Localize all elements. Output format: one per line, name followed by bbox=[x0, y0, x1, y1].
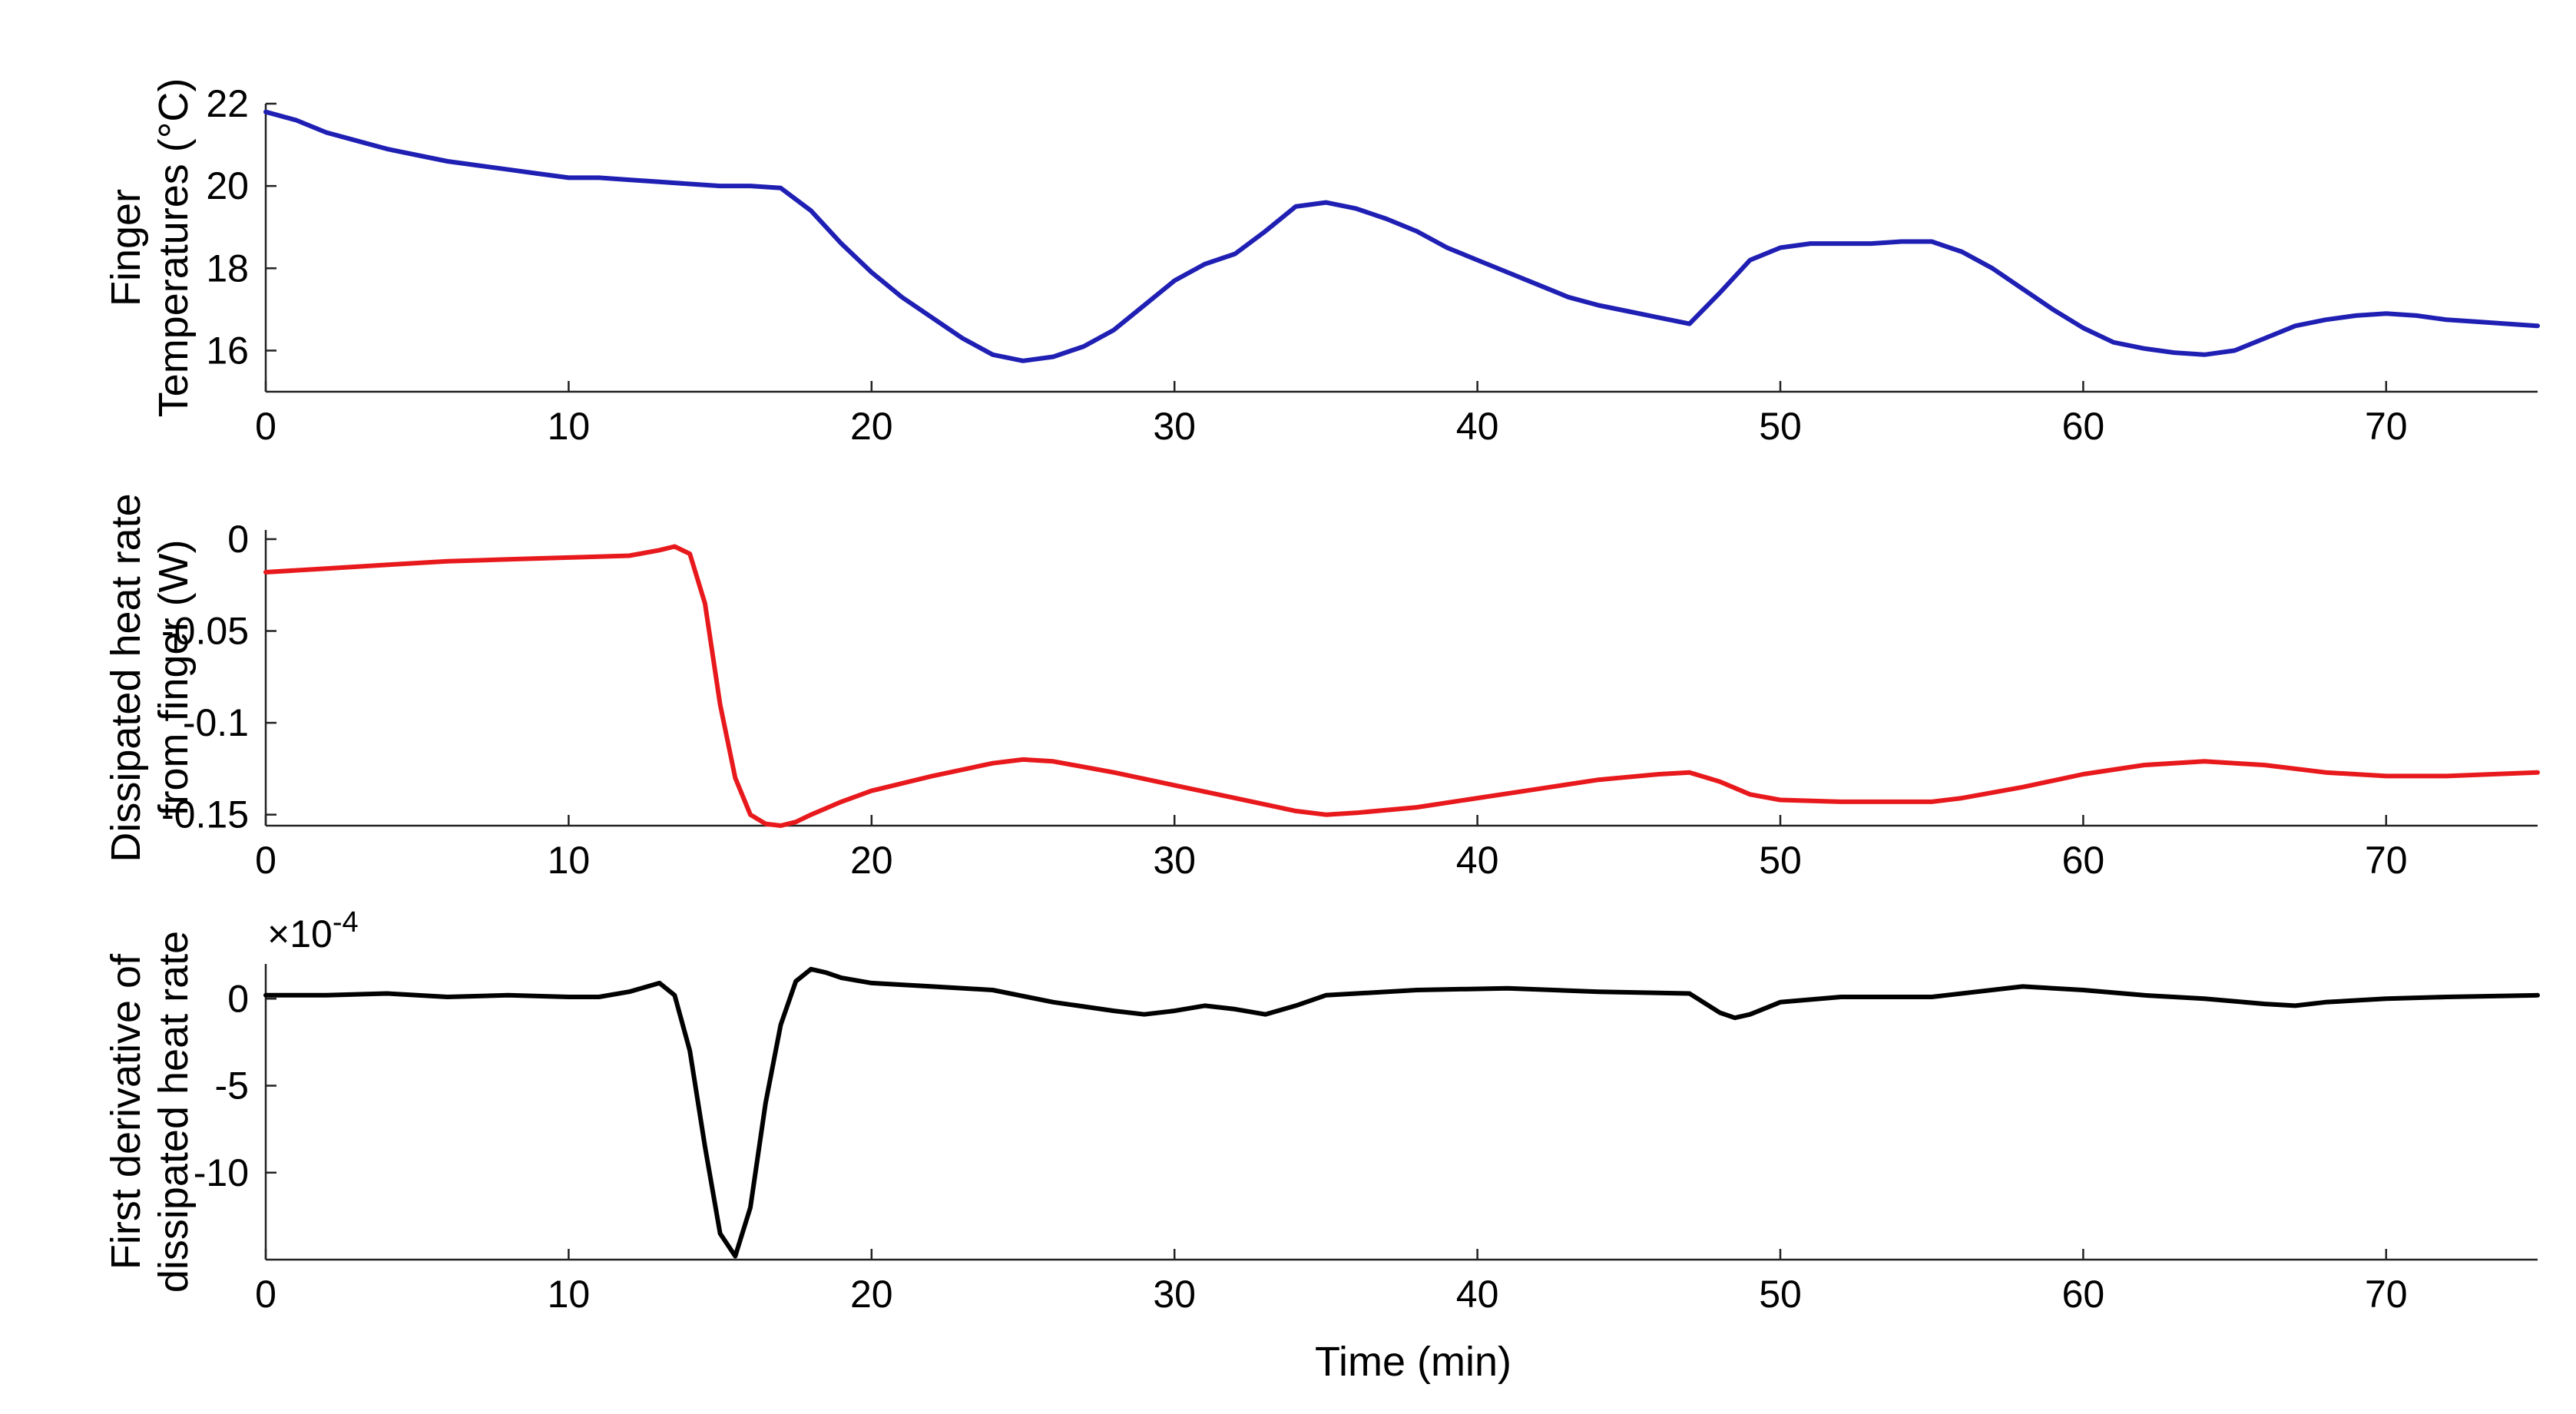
series-line bbox=[263, 109, 2540, 363]
y-axis-label: Dissipated heat ratefrom finger (W) bbox=[103, 493, 197, 862]
x-tick-label: 30 bbox=[1153, 839, 1196, 882]
exponent-power: -4 bbox=[333, 906, 359, 939]
y-tick-label: 16 bbox=[206, 329, 249, 372]
x-tick-label: 10 bbox=[548, 1273, 591, 1316]
y-axis-label-line: from finger (W) bbox=[151, 539, 197, 816]
x-tick-label: 60 bbox=[2062, 1273, 2105, 1316]
x-tick-label: 70 bbox=[2365, 1273, 2408, 1316]
exponent-base: ×10 bbox=[267, 912, 333, 955]
x-tick-label: 0 bbox=[255, 1273, 276, 1316]
x-tick-label: 20 bbox=[850, 839, 893, 882]
x-tick-label: 60 bbox=[2062, 839, 2105, 882]
x-tick-label: 40 bbox=[1456, 405, 1499, 448]
y-axis-label: FingerTemperatures (°C) bbox=[103, 78, 197, 418]
y-tick-label: -0.05 bbox=[161, 610, 249, 653]
x-tick-label: 0 bbox=[255, 405, 276, 448]
y-tick-label: -5 bbox=[215, 1065, 249, 1108]
x-tick-label: 10 bbox=[548, 839, 591, 882]
y-tick-label: 22 bbox=[206, 82, 249, 125]
x-tick-label: 30 bbox=[1153, 1273, 1196, 1316]
x-tick-label: 50 bbox=[1759, 405, 1802, 448]
y-axis-label-line: dissipated heat rate bbox=[151, 931, 197, 1293]
x-tick-label: 60 bbox=[2062, 405, 2105, 448]
y-tick-label: 0 bbox=[227, 518, 249, 561]
y-axis-label: First derivative ofdissipated heat rate bbox=[103, 931, 197, 1293]
x-tick-label: 30 bbox=[1153, 405, 1196, 448]
x-tick-label: 70 bbox=[2365, 405, 2408, 448]
x-tick-label: 50 bbox=[1759, 839, 1802, 882]
x-axis-label: Time (min) bbox=[1315, 1339, 1511, 1385]
y-axis-label-line: Dissipated heat rate bbox=[103, 493, 149, 862]
y-axis-label-line: Temperatures (°C) bbox=[151, 78, 197, 418]
x-tick-label: 20 bbox=[850, 405, 893, 448]
y-tick-label: 0 bbox=[227, 977, 249, 1020]
series-line bbox=[263, 544, 2540, 828]
plots-layer: 0 10 20 30 40 50 60 7016182022FingerTemperature… bbox=[103, 78, 2540, 1316]
x-tick-label: 20 bbox=[850, 1273, 893, 1316]
x-tick-label: 40 bbox=[1456, 1273, 1499, 1316]
x-tick-label: 70 bbox=[2365, 839, 2408, 882]
y-tick-label: -0.15 bbox=[161, 793, 249, 836]
y-tick-label: -10 bbox=[194, 1151, 249, 1194]
y-tick-label: 20 bbox=[206, 164, 249, 207]
x-tick-label: 10 bbox=[548, 405, 591, 448]
panel-2: 0 10 20 30 40 50 60 700-0.05-0.1-0.15Dissipated… bbox=[103, 493, 2540, 882]
y-axis-label-line: Finger bbox=[103, 189, 149, 306]
x-tick-label: 40 bbox=[1456, 839, 1499, 882]
y-tick-label: -0.1 bbox=[183, 701, 249, 744]
exponent-label: ×10-4 bbox=[267, 906, 359, 955]
panel-1: 0 10 20 30 40 50 60 7016182022FingerTemperature… bbox=[103, 78, 2540, 448]
y-tick-label: 18 bbox=[206, 247, 249, 290]
series-line bbox=[263, 966, 2540, 1259]
x-tick-label: 50 bbox=[1759, 1273, 1802, 1316]
x-tick-label: 0 bbox=[255, 839, 276, 882]
y-axis-label-line: First derivative of bbox=[103, 953, 149, 1270]
